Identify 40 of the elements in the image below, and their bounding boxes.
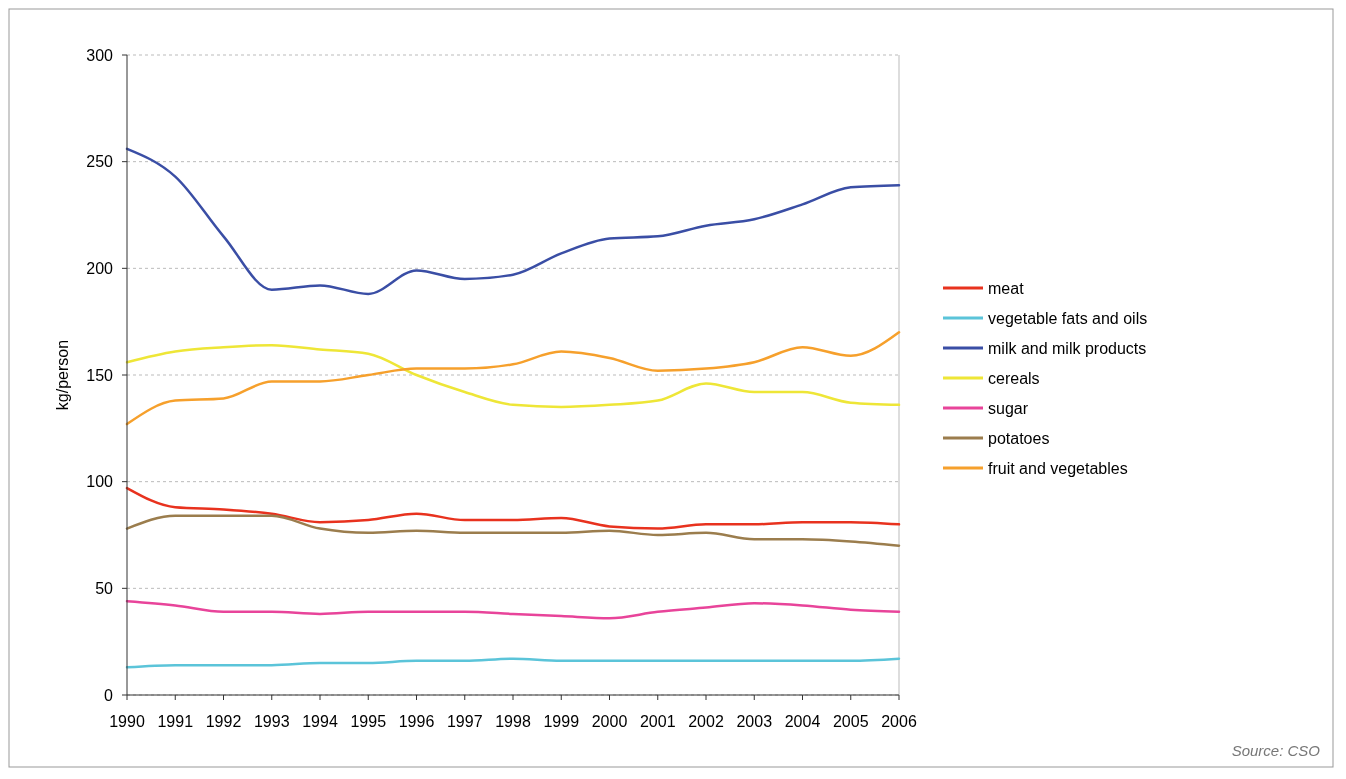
line-series — [125, 599, 901, 620]
y-axis-title: kg/person — [54, 339, 71, 411]
legend-label: cereals — [988, 369, 1040, 387]
y-tick-label: 50 — [95, 579, 114, 597]
x-tick-label: 1998 — [495, 713, 531, 730]
legend-label: vegetable fats and oils — [988, 309, 1148, 327]
x-tick-label: 1992 — [205, 713, 242, 730]
legend-label: fruit and vegetables — [988, 459, 1128, 477]
x-tick-label: 1993 — [253, 713, 290, 730]
legend-label: sugar — [988, 399, 1029, 417]
x-tick-label: 2005 — [832, 713, 869, 730]
x-tick-label: 2004 — [784, 713, 821, 730]
x-tick-label: 1997 — [446, 713, 483, 730]
x-tick-label: 1994 — [302, 713, 338, 730]
source-note: Source: CSO — [1231, 742, 1321, 759]
x-tick-label: 1990 — [109, 713, 145, 730]
legend-label: potatoes — [988, 429, 1050, 447]
line-series — [125, 514, 901, 547]
y-tick-label: 200 — [86, 259, 114, 277]
x-tick-label: 2006 — [881, 713, 917, 730]
x-tick-label: 1999 — [543, 713, 580, 730]
x-tick-label: 2003 — [736, 713, 773, 730]
line-series — [125, 486, 901, 530]
x-tick-label: 2002 — [688, 713, 724, 730]
legend-label: meat — [988, 279, 1025, 297]
x-tick-label: 1996 — [398, 713, 435, 730]
y-tick-label: 300 — [86, 46, 114, 64]
y-tick-label: 150 — [86, 366, 114, 384]
line-series — [125, 331, 901, 426]
x-tick-label: 1991 — [157, 713, 194, 730]
y-tick-label: 0 — [104, 686, 114, 704]
x-tick-label: 2001 — [639, 713, 676, 730]
x-tick-label: 2000 — [591, 713, 628, 730]
legend-label: milk and milk products — [988, 339, 1147, 357]
line-series — [125, 147, 901, 296]
line-series — [125, 657, 901, 669]
line-series — [125, 343, 901, 409]
y-tick-label: 250 — [86, 153, 114, 171]
x-tick-label: 1995 — [350, 713, 387, 730]
y-tick-label: 100 — [86, 473, 114, 491]
